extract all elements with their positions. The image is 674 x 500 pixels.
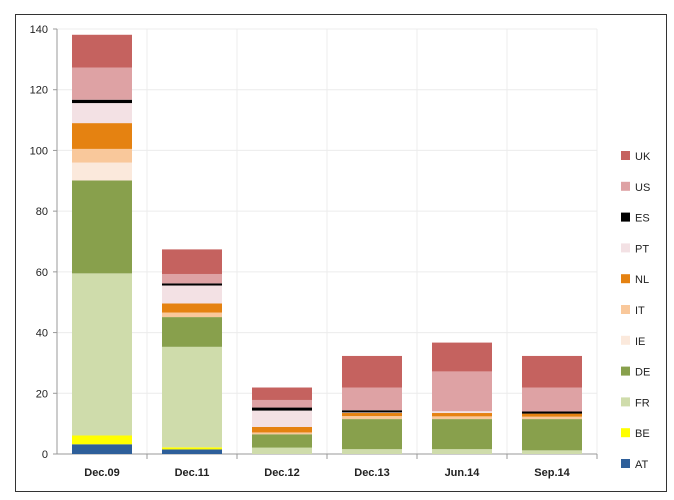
bar-segment-be-dec-09 bbox=[72, 435, 132, 445]
y-tick-label: 140 bbox=[30, 24, 48, 36]
bar-segment-nl-dec-11 bbox=[162, 303, 222, 313]
legend-label-us: US bbox=[635, 182, 650, 194]
bar-segment-us-sep-14 bbox=[522, 387, 582, 412]
legend-swatch-pt bbox=[621, 243, 630, 253]
bar-segment-fr-jun-14 bbox=[432, 449, 492, 454]
bar-segment-us-dec-11 bbox=[162, 273, 222, 284]
legend-swatch-fr bbox=[621, 397, 630, 407]
bar-segment-fr-sep-14 bbox=[522, 450, 582, 454]
legend-label-pt: PT bbox=[635, 243, 649, 255]
bar-segment-fr-dec-13 bbox=[342, 449, 402, 454]
bar-segment-uk-sep-14 bbox=[522, 355, 582, 388]
bar-segment-es-dec-13 bbox=[342, 410, 402, 413]
legend-label-be: BE bbox=[635, 428, 650, 440]
chart-frame bbox=[15, 14, 667, 492]
y-tick-label: 0 bbox=[42, 449, 48, 461]
bar-segment-de-dec-09 bbox=[72, 180, 132, 274]
x-tick-label: Dec.12 bbox=[264, 467, 299, 479]
legend-swatch-uk bbox=[621, 151, 630, 160]
y-tick-label: 40 bbox=[36, 328, 48, 340]
bar-segment-de-dec-12 bbox=[252, 434, 312, 448]
bar-segment-uk-dec-11 bbox=[162, 249, 222, 274]
bar-segment-pt-dec-11 bbox=[162, 285, 222, 304]
bar-segment-it-dec-12 bbox=[252, 432, 312, 435]
bar-segment-it-dec-13 bbox=[342, 416, 402, 420]
bar-segment-de-dec-11 bbox=[162, 317, 222, 347]
bar-segment-it-dec-11 bbox=[162, 312, 222, 318]
bar-segment-us-dec-13 bbox=[342, 387, 402, 411]
x-tick-label: Dec.11 bbox=[175, 467, 210, 479]
legend-label-de: DE bbox=[635, 367, 650, 379]
bar-segment-uk-dec-13 bbox=[342, 355, 402, 388]
bar-segment-uk-dec-09 bbox=[72, 34, 132, 68]
x-tick-label: Dec.13 bbox=[354, 467, 389, 479]
bar-segment-uk-dec-12 bbox=[252, 387, 312, 400]
bar-segment-fr-dec-11 bbox=[162, 346, 222, 448]
legend-label-nl: NL bbox=[635, 274, 649, 286]
bar-segment-de-jun-14 bbox=[432, 419, 492, 450]
x-tick-label: Dec.09 bbox=[84, 467, 119, 479]
bar-segment-it-dec-09 bbox=[72, 148, 132, 163]
bar-segment-es-dec-12 bbox=[252, 407, 312, 411]
y-tick-label: 20 bbox=[36, 388, 48, 400]
legend-swatch-de bbox=[621, 366, 630, 376]
bar-segment-fr-dec-09 bbox=[72, 273, 132, 436]
y-tick-label: 100 bbox=[30, 145, 48, 157]
bar-segment-es-dec-09 bbox=[72, 99, 132, 104]
legend-label-ie: IE bbox=[635, 336, 645, 348]
bar-segment-de-sep-14 bbox=[522, 419, 582, 451]
y-tick-label: 80 bbox=[36, 206, 48, 218]
bar-segment-nl-jun-14 bbox=[432, 413, 492, 417]
y-tick-label: 60 bbox=[36, 267, 48, 279]
bar-segment-uk-jun-14 bbox=[432, 342, 492, 372]
bar-segment-pt-dec-09 bbox=[72, 103, 132, 124]
bar-segment-it-jun-14 bbox=[432, 416, 492, 420]
bar-segment-nl-dec-13 bbox=[342, 413, 402, 417]
legend-label-at: AT bbox=[635, 459, 649, 471]
bar-segment-nl-dec-09 bbox=[72, 123, 132, 149]
bar-segment-es-dec-11 bbox=[162, 283, 222, 286]
legend-label-es: ES bbox=[635, 213, 650, 225]
bar-segment-nl-dec-12 bbox=[252, 426, 312, 433]
bar-segment-it-sep-14 bbox=[522, 416, 582, 420]
legend-label-fr: FR bbox=[635, 397, 650, 409]
bar-segment-us-dec-09 bbox=[72, 67, 132, 100]
legend-label-it: IT bbox=[635, 305, 645, 317]
legend-swatch-it bbox=[621, 305, 630, 314]
bar-segment-at-dec-09 bbox=[72, 444, 132, 454]
x-tick-label: Sep.14 bbox=[534, 467, 570, 479]
legend-swatch-at bbox=[621, 459, 630, 468]
bar-segment-es-sep-14 bbox=[522, 411, 582, 414]
legend-swatch-es bbox=[621, 212, 630, 222]
bar-segment-be-dec-11 bbox=[162, 447, 222, 450]
bar-segment-ie-dec-09 bbox=[72, 162, 132, 181]
bar-segment-nl-sep-14 bbox=[522, 413, 582, 417]
bar-segment-pt-jun-14 bbox=[432, 411, 492, 414]
legend-swatch-ie bbox=[621, 335, 630, 345]
bar-segment-fr-dec-12 bbox=[252, 447, 312, 454]
legend-swatch-nl bbox=[621, 274, 630, 284]
legend-label-uk: UK bbox=[635, 151, 651, 163]
y-tick-label: 120 bbox=[30, 85, 48, 97]
bar-segment-us-dec-12 bbox=[252, 399, 312, 408]
x-tick-label: Jun.14 bbox=[445, 467, 481, 479]
bar-segment-pt-dec-13 bbox=[342, 412, 402, 414]
legend-swatch-us bbox=[621, 181, 630, 191]
bar-segment-at-dec-11 bbox=[162, 449, 222, 454]
legend-swatch-be bbox=[621, 428, 630, 438]
bar-segment-de-dec-13 bbox=[342, 419, 402, 450]
bar-segment-pt-dec-12 bbox=[252, 410, 312, 427]
bar-segment-us-jun-14 bbox=[432, 371, 492, 412]
